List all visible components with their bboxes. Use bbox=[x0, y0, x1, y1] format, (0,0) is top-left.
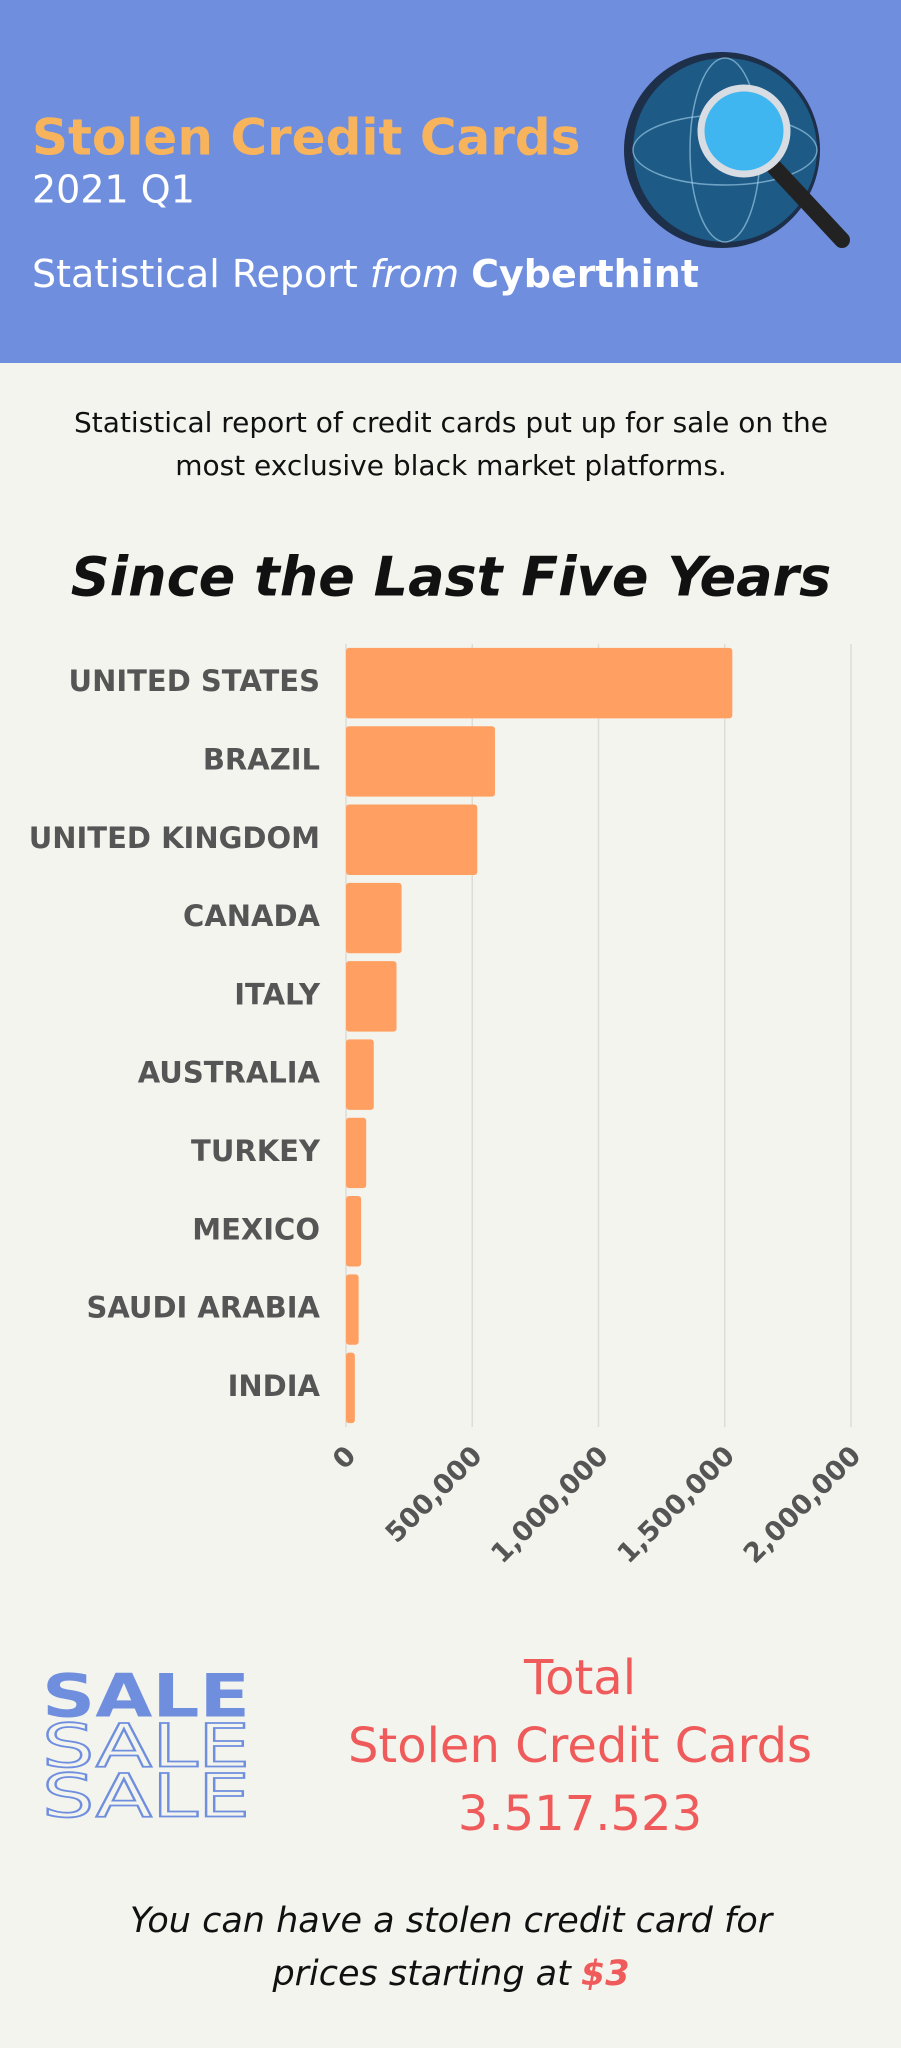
content: Statistical report of credit cards put u… bbox=[71, 406, 832, 609]
y-tick-label: INDIA bbox=[228, 1369, 321, 1403]
report-label: Statistical Report bbox=[32, 252, 358, 296]
y-tick-label: TURKEY bbox=[191, 1134, 321, 1168]
footer-text: prices starting at bbox=[271, 1954, 572, 1994]
sale-block: SALE SALE SALE bbox=[41, 1662, 251, 1833]
bar bbox=[346, 1039, 374, 1110]
x-tick-label: 0 bbox=[327, 1440, 362, 1475]
sale-text: SALE bbox=[42, 1762, 250, 1832]
x-tick-label: 500,000 bbox=[380, 1440, 489, 1549]
bar bbox=[346, 1117, 367, 1189]
bar bbox=[346, 882, 402, 954]
total-label: Total bbox=[523, 1650, 636, 1706]
y-tick-label: UNITED STATES bbox=[69, 664, 320, 698]
bar bbox=[346, 1196, 362, 1267]
y-tick-label: ITALY bbox=[234, 977, 321, 1011]
y-tick-label: CANADA bbox=[183, 899, 321, 933]
x-tick-label: 2,000,000 bbox=[738, 1440, 867, 1569]
y-tick-label: AUSTRALIA bbox=[138, 1056, 321, 1090]
header-period: 2021 Q1 bbox=[32, 168, 195, 212]
y-tick-label: SAUDI ARABIA bbox=[86, 1291, 320, 1325]
footer-price: $3 bbox=[581, 1954, 630, 1994]
sale-text: SALE bbox=[42, 1712, 250, 1782]
bar bbox=[346, 1352, 355, 1424]
y-tick-label: UNITED KINGDOM bbox=[29, 821, 320, 855]
magnifier-glass bbox=[697, 84, 791, 178]
x-tick-label: 1,000,000 bbox=[485, 1440, 614, 1569]
bar bbox=[346, 647, 733, 719]
y-tick-label: MEXICO bbox=[192, 1212, 320, 1246]
intro-line: most exclusive black market platforms. bbox=[175, 449, 727, 482]
magnifier-handle bbox=[767, 160, 850, 248]
header-subtitle: Statistical Report from Cyberthint bbox=[32, 252, 699, 296]
bar bbox=[346, 726, 495, 797]
chart-title: Since the Last Five Years bbox=[71, 546, 832, 609]
brand-label: Cyberthint bbox=[471, 252, 699, 296]
x-tick-label: 1,500,000 bbox=[612, 1440, 741, 1569]
sale-text: SALE bbox=[42, 1662, 250, 1732]
intro-line: Statistical report of credit cards put u… bbox=[74, 406, 828, 439]
globe-icon bbox=[624, 52, 850, 248]
total-value: 3.517.523 bbox=[458, 1786, 702, 1842]
from-label: from bbox=[370, 252, 459, 296]
header-title: Stolen Credit Cards bbox=[32, 109, 580, 167]
bar bbox=[346, 804, 478, 875]
y-tick-label: BRAZIL bbox=[203, 742, 320, 776]
footer-line: prices starting at $3 bbox=[271, 1954, 629, 1994]
bar bbox=[346, 961, 397, 1032]
total-label: Stolen Credit Cards bbox=[348, 1718, 812, 1774]
footer-line: You can have a stolen credit card for bbox=[130, 1901, 775, 1941]
bar bbox=[346, 1274, 359, 1345]
